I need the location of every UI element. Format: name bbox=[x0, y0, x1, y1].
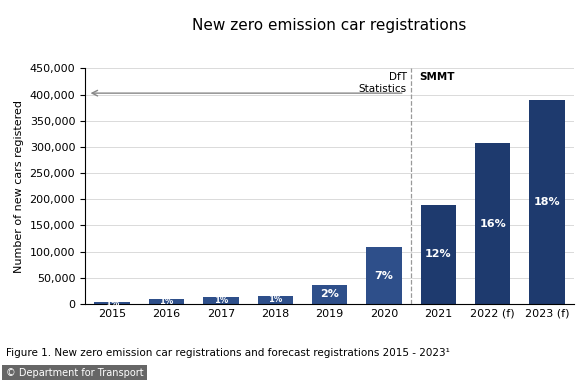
Text: 7%: 7% bbox=[374, 271, 393, 281]
Text: 1%: 1% bbox=[268, 295, 282, 304]
Text: 18%: 18% bbox=[534, 197, 560, 207]
Text: Figure 1. New zero emission car registrations and forecast registrations 2015 - : Figure 1. New zero emission car registra… bbox=[6, 348, 449, 358]
Text: © Department for Transport: © Department for Transport bbox=[6, 368, 144, 378]
Bar bbox=[94, 302, 130, 304]
Bar bbox=[203, 297, 239, 304]
Text: 12%: 12% bbox=[425, 249, 452, 259]
Bar bbox=[312, 285, 347, 304]
Title: New zero emission car registrations: New zero emission car registrations bbox=[192, 17, 467, 33]
Text: 1%: 1% bbox=[105, 299, 120, 307]
Text: DfT
Statistics: DfT Statistics bbox=[359, 72, 407, 93]
Text: 1%: 1% bbox=[214, 296, 228, 305]
Text: 1%: 1% bbox=[159, 297, 173, 306]
Text: 16%: 16% bbox=[479, 218, 506, 229]
Bar bbox=[149, 299, 184, 304]
Bar bbox=[258, 296, 293, 304]
Bar bbox=[421, 204, 456, 304]
Y-axis label: Number of new cars registered: Number of new cars registered bbox=[14, 100, 24, 273]
Text: SMMT: SMMT bbox=[420, 72, 455, 82]
Bar bbox=[366, 247, 401, 304]
Bar bbox=[529, 100, 565, 304]
Bar bbox=[475, 143, 510, 304]
Text: 2%: 2% bbox=[320, 289, 339, 299]
